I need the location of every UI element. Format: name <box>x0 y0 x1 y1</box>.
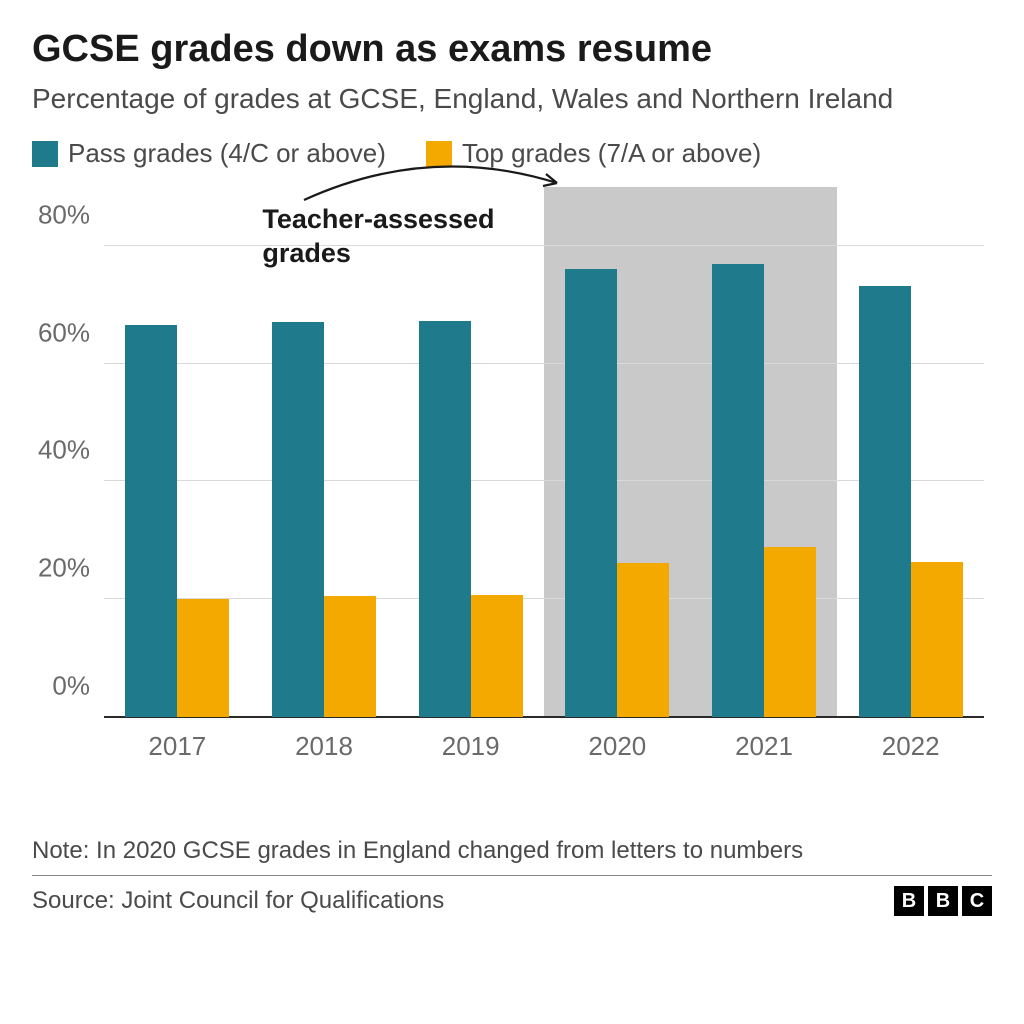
bar-top <box>764 547 816 717</box>
bar-group: 2017 <box>104 187 251 717</box>
y-axis-label: 80% <box>38 199 104 230</box>
bar-pass <box>565 269 617 717</box>
bar-pass <box>272 322 324 717</box>
x-axis-label: 2017 <box>148 717 206 762</box>
x-axis-label: 2021 <box>735 717 793 762</box>
bbc-logo: B B C <box>894 886 992 916</box>
bar-top <box>911 562 963 717</box>
y-axis-label: 40% <box>38 435 104 466</box>
chart-area: 0%20%40%60%80%201720182019202020212022 T… <box>104 187 984 767</box>
bar-top <box>617 563 669 717</box>
bars-container: 201720182019202020212022 <box>104 187 984 717</box>
bar-group: 2021 <box>691 187 838 717</box>
bar-group: 2022 <box>837 187 984 717</box>
x-axis-label: 2018 <box>295 717 353 762</box>
y-axis-label: 20% <box>38 553 104 584</box>
y-axis-label: 0% <box>52 671 104 702</box>
bbc-logo-b1: B <box>894 886 924 916</box>
x-axis-label: 2022 <box>882 717 940 762</box>
x-axis-label: 2020 <box>588 717 646 762</box>
bar-top <box>324 596 376 717</box>
footnote: Note: In 2020 GCSE grades in England cha… <box>32 837 992 876</box>
bar-top <box>177 599 229 717</box>
annotation-arrow <box>289 155 589 235</box>
bar-pass <box>125 325 177 717</box>
chart-subtitle: Percentage of grades at GCSE, England, W… <box>32 81 992 116</box>
bar-pass <box>859 286 911 717</box>
footer: Note: In 2020 GCSE grades in England cha… <box>32 837 992 916</box>
bar-pass <box>419 321 471 717</box>
bbc-logo-c: C <box>962 886 992 916</box>
bar-top <box>471 595 523 717</box>
x-axis-label: 2019 <box>442 717 500 762</box>
y-axis-label: 60% <box>38 317 104 348</box>
bar-group: 2020 <box>544 187 691 717</box>
chart-title: GCSE grades down as exams resume <box>32 28 992 71</box>
source-text: Source: Joint Council for Qualifications <box>32 887 444 915</box>
plot-area: 0%20%40%60%80%201720182019202020212022 T… <box>104 187 984 717</box>
bbc-logo-b2: B <box>928 886 958 916</box>
bar-pass <box>712 264 764 717</box>
legend-swatch-pass <box>32 141 58 167</box>
